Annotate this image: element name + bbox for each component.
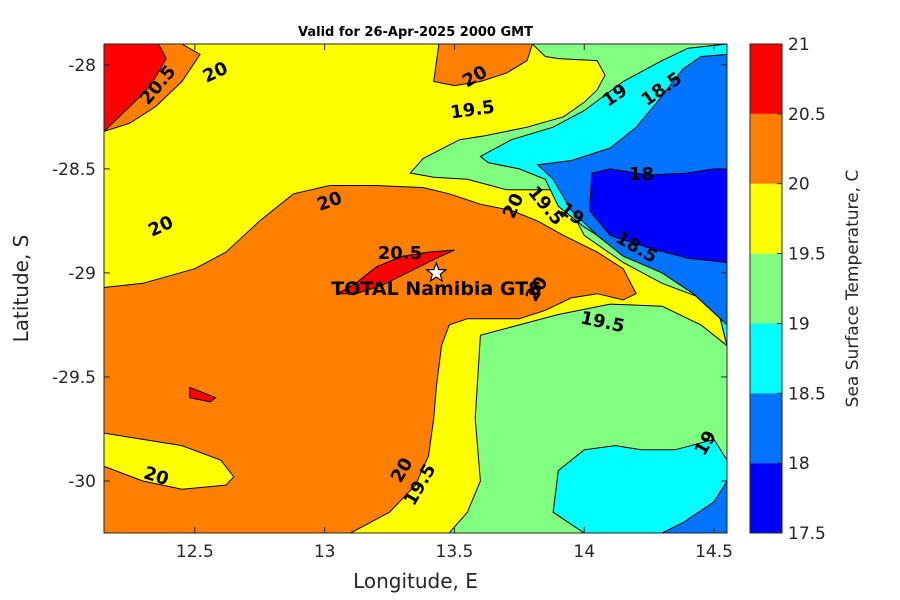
- contour-label: 20.5: [378, 243, 422, 264]
- y-tick-label: -29: [68, 264, 96, 284]
- colorbar-tick-label: 21: [788, 35, 810, 55]
- x-tick-label: 14: [573, 542, 595, 562]
- colorbar-swatch: [750, 253, 782, 324]
- colorbar: 17.5 18 18.5 19 19.5 20 20.5 21: [749, 35, 826, 544]
- y-axis-label: Latitude, S: [9, 235, 33, 343]
- x-tick-label: 12.5: [176, 542, 214, 562]
- colorbar-tick-label: 18: [788, 454, 810, 474]
- contour-region-9: [104, 432, 235, 490]
- contour-fills: [104, 44, 727, 533]
- colorbar-swatch: [750, 183, 782, 254]
- colorbar-label: Sea Surface Temperature, C: [843, 170, 863, 408]
- contour-region-2: [104, 44, 167, 133]
- colorbar-swatch: [750, 44, 782, 114]
- x-axis-ticks: 12.5 13 13.5 14 14.5: [176, 44, 733, 562]
- contour-region-7: [588, 168, 727, 264]
- colorbar-tick-label: 20.5: [788, 105, 826, 125]
- y-tick-label: -28.5: [52, 160, 96, 180]
- site-name-label: TOTAL Namibia GTS: [331, 278, 542, 300]
- colorbar-tick-label: 17.5: [788, 524, 826, 544]
- colorbar-swatch: [750, 463, 782, 533]
- contour-region-10: [335, 249, 455, 295]
- x-axis-label: Longitude, E: [353, 569, 478, 593]
- site-annotation: TOTAL Namibia GTS: [331, 261, 542, 300]
- contour-region-11: [189, 386, 217, 403]
- colorbar-frame: [749, 43, 783, 534]
- contour-region-3: [433, 44, 533, 87]
- y-axis-ticks: -28 -28.5 -29 -29.5 -30: [52, 56, 727, 492]
- plot-frame: [103, 43, 728, 534]
- x-tick-label: 13: [314, 542, 336, 562]
- y-tick-label: -28: [68, 56, 96, 76]
- colorbar-swatch: [750, 113, 782, 184]
- site-star-icon: [425, 261, 448, 283]
- colorbar-tick-label: 19: [788, 314, 810, 334]
- chart-title: Valid for 26-Apr-2025 2000 GMT: [298, 25, 533, 40]
- contour-region-13: [552, 438, 727, 533]
- colorbar-tick-label: 19.5: [788, 245, 826, 265]
- colorbar-tick-label: 18.5: [788, 384, 826, 404]
- contour-label: 18: [629, 164, 654, 185]
- x-tick-label: 13.5: [436, 542, 474, 562]
- colorbar-tick-label: 20: [788, 175, 810, 195]
- y-tick-label: -29.5: [52, 368, 96, 388]
- contour-region-8: [104, 185, 637, 533]
- colorbar-swatch: [750, 323, 782, 394]
- x-tick-label: 14.5: [695, 542, 733, 562]
- contour-region-14: [661, 480, 727, 533]
- colorbar-swatch: [750, 393, 782, 464]
- y-tick-label: -30: [68, 472, 96, 492]
